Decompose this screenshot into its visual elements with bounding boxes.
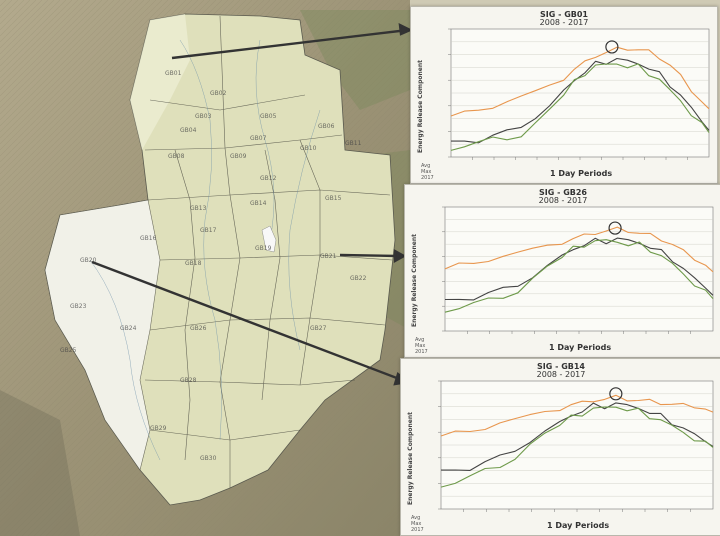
leader-arrows bbox=[91, 22, 410, 386]
subbasin-label: GB07 bbox=[250, 135, 267, 142]
subbasin-labels: GB01 GB02 GB03 GB04 GB05 GB06 GB07 GB08 GB09 GB10… bbox=[60, 70, 367, 462]
subbasin-label: GB11 bbox=[345, 140, 362, 147]
chart-years: 2008 - 2017 bbox=[539, 18, 589, 27]
line-chart bbox=[448, 28, 710, 160]
stream-network bbox=[89, 39, 321, 461]
series-line bbox=[450, 63, 710, 151]
series-line bbox=[444, 239, 714, 313]
chart-panel-gb26: SIG - GB26 2008 - 2017 Energy Release Comp… bbox=[404, 184, 720, 358]
arrowhead bbox=[393, 248, 407, 264]
subbasin-label: GB16 bbox=[140, 235, 157, 242]
chart-panel-gb14: SIG - GB14 2008 - 2017 Energy Release Comp… bbox=[400, 358, 720, 536]
chart-legend: Avg Max 2017 bbox=[411, 515, 424, 533]
subbasin-label: GB17 bbox=[200, 227, 217, 234]
peak-marker bbox=[609, 387, 623, 401]
subbasin-label: GB06 bbox=[318, 123, 335, 130]
chart-years: 2008 - 2017 bbox=[538, 196, 588, 205]
subbasin-label: GB29 bbox=[150, 425, 167, 432]
legend-entry: Avg bbox=[411, 515, 421, 521]
subbasin-label: GB09 bbox=[230, 153, 247, 160]
subbasin-label: GB15 bbox=[325, 195, 342, 202]
chart-legend: Avg Max 2017 bbox=[415, 337, 428, 355]
subbasin-label: GB24 bbox=[120, 325, 137, 332]
subbasin-label: GB30 bbox=[200, 455, 217, 462]
series-line bbox=[440, 394, 714, 437]
y-axis-label: Energy Release Component bbox=[411, 234, 418, 327]
arrowhead bbox=[398, 22, 410, 36]
line-chart bbox=[442, 206, 714, 334]
subbasin-boundaries bbox=[144, 15, 393, 488]
subbasin-label: GB08 bbox=[168, 153, 185, 160]
subbasin-label: GB23 bbox=[70, 303, 87, 310]
chart-panel-gb01: SIG - GB01 2008 - 2017 Energy Release Comp… bbox=[410, 6, 718, 184]
subbasin-label: GB18 bbox=[185, 260, 202, 267]
legend-entry: Avg bbox=[421, 163, 431, 169]
basin-map: GB01 GB02 GB03 GB04 GB05 GB06 GB07 GB08 GB09 GB10… bbox=[0, 0, 410, 536]
subbasin-label: GB19 bbox=[255, 245, 272, 252]
chart-title: SIG - GB26 bbox=[539, 188, 587, 197]
legend-entry: 2017 bbox=[421, 175, 434, 181]
subbasin-label: GB20 bbox=[80, 257, 97, 264]
legend-entry: Max bbox=[415, 343, 426, 349]
subbasin-label: GB25 bbox=[60, 347, 77, 354]
peak-marker bbox=[608, 221, 622, 235]
series-line bbox=[440, 402, 714, 471]
series-line bbox=[450, 46, 710, 117]
series-line bbox=[444, 226, 714, 273]
subbasin-label: GB03 bbox=[195, 113, 212, 120]
y-axis-label: Energy Release Component bbox=[407, 412, 414, 505]
subbasin-label: GB12 bbox=[260, 175, 277, 182]
series-line bbox=[444, 237, 714, 301]
legend-entry: Max bbox=[421, 169, 432, 175]
subbasin-label: GB14 bbox=[250, 200, 267, 207]
forest-shading bbox=[300, 10, 410, 110]
subbasin-label: GB27 bbox=[310, 325, 327, 332]
line-chart bbox=[438, 380, 714, 512]
legend-entry: 2017 bbox=[415, 349, 428, 355]
legend-entry: 2017 bbox=[411, 527, 424, 533]
lake bbox=[261, 225, 277, 253]
subbasin-label: GB13 bbox=[190, 205, 207, 212]
subbasin-label: GB01 bbox=[165, 70, 182, 77]
arrow-to-gb26 bbox=[339, 253, 399, 258]
x-axis-label: 1 Day Periods bbox=[549, 343, 612, 352]
subbasin-label: GB28 bbox=[180, 377, 197, 384]
subbasin-label: GB05 bbox=[260, 113, 277, 120]
chart-title: SIG - GB01 bbox=[540, 10, 588, 19]
subbasin-label: GB04 bbox=[180, 127, 197, 134]
x-axis-label: 1 Day Periods bbox=[547, 521, 610, 530]
x-axis-label: 1 Day Periods bbox=[550, 169, 613, 178]
peak-marker bbox=[605, 40, 619, 54]
arrow-to-gb01 bbox=[171, 28, 409, 60]
chart-years: 2008 - 2017 bbox=[536, 370, 586, 379]
highlight-subbasin bbox=[130, 14, 190, 150]
subbasin-label: GB21 bbox=[320, 253, 337, 260]
subbasin-label: GB26 bbox=[190, 325, 207, 332]
series-line bbox=[451, 57, 710, 144]
subbasin-label: GB02 bbox=[210, 90, 227, 97]
series-line bbox=[440, 406, 714, 488]
y-axis-label: Energy Release Component bbox=[417, 60, 424, 153]
legend-entry: Avg bbox=[415, 337, 425, 343]
chart-legend: Avg Max 2017 bbox=[421, 163, 434, 181]
subbasin-label: GB10 bbox=[300, 145, 317, 152]
arrow-to-gb14 bbox=[91, 260, 403, 382]
subbasin-label: GB22 bbox=[350, 275, 367, 282]
forest-shading bbox=[0, 390, 80, 536]
legend-entry: Max bbox=[411, 521, 422, 527]
chart-title: SIG - GB14 bbox=[537, 362, 585, 371]
